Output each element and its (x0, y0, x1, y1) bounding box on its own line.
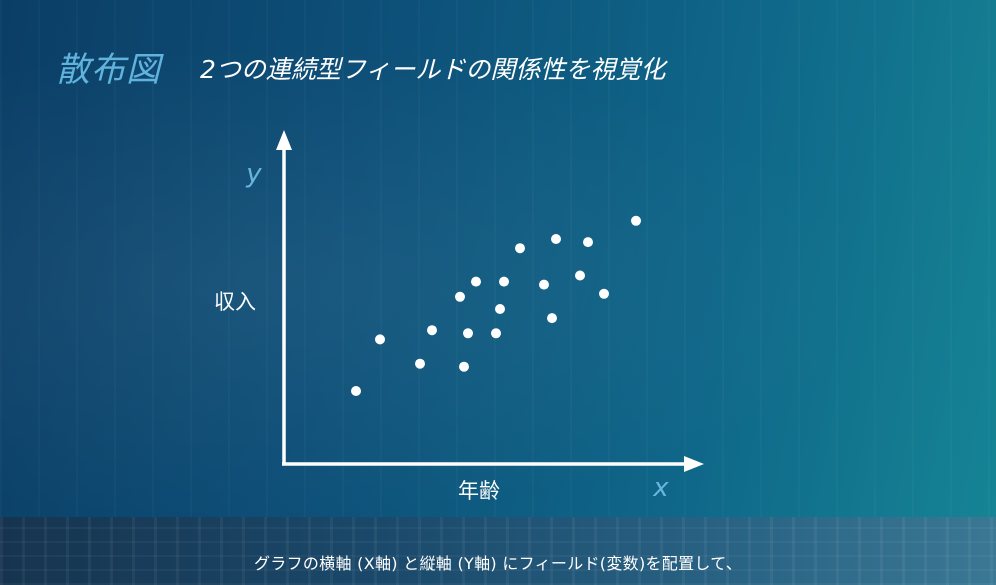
data-point-4 (427, 325, 437, 336)
x-axis-arrowhead (684, 456, 704, 472)
y-axis-arrowhead (276, 130, 292, 150)
slide-title: 散布図 (56, 50, 161, 90)
background-glow (0, 0, 996, 517)
data-point-14 (547, 313, 557, 324)
data-point-5 (459, 361, 469, 372)
data-point-15 (551, 234, 561, 244)
y-axis-label: 収入 (214, 290, 256, 314)
data-points (351, 215, 641, 396)
data-point-10 (495, 304, 505, 314)
data-point-6 (463, 328, 473, 339)
background-pattern (0, 0, 996, 517)
data-point-19 (631, 215, 641, 226)
chart-axes (276, 130, 704, 472)
data-point-18 (599, 288, 609, 299)
data-point-1 (351, 386, 361, 396)
data-point-2 (375, 334, 385, 345)
data-point-3 (415, 358, 425, 369)
data-point-9 (491, 328, 501, 339)
caption-subtitle: グラフの横軸 (X軸) と縦軸 (Y軸) にフィールド(変数)を配置して、 (253, 554, 743, 573)
data-point-8 (471, 276, 481, 287)
data-point-13 (539, 279, 549, 290)
slide-title-description: 2つの連続型フィールドの関係性を視覚化 (200, 55, 666, 84)
footer-photo-band (0, 517, 996, 585)
x-axis-symbol: x (652, 473, 669, 503)
x-axis-label: 年齢 (458, 479, 500, 503)
data-point-16 (575, 270, 585, 281)
scatter-plot: y x 収入 年齢 (214, 130, 704, 503)
y-axis-symbol: y (245, 159, 262, 189)
data-point-11 (499, 276, 509, 287)
data-point-17 (583, 237, 593, 248)
data-point-12 (515, 243, 525, 254)
data-point-7 (455, 291, 465, 302)
